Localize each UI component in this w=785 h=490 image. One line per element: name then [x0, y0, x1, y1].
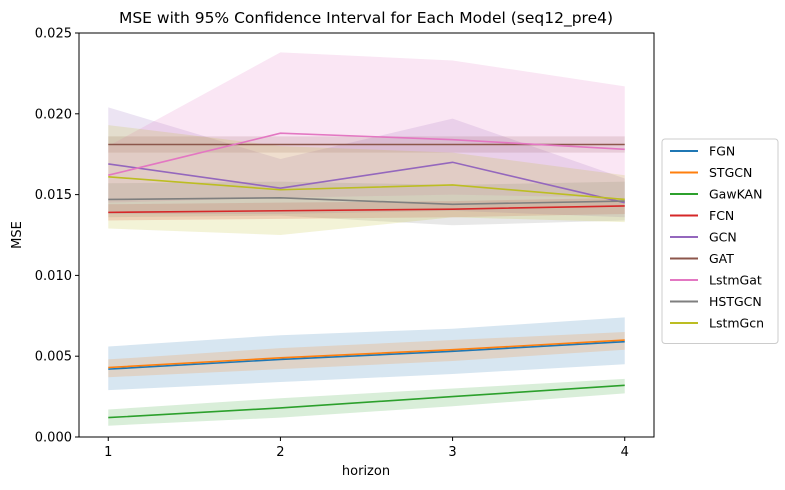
ci-band-lstmgcn: [108, 125, 625, 235]
y-axis: 0.000 0.005 0.010 0.015 0.020 0.025: [35, 27, 79, 446]
y-tick-label: 0.025: [35, 27, 72, 42]
x-tick-label: 2: [276, 445, 284, 460]
y-tick-label: 0.015: [35, 188, 72, 203]
x-axis-label: horizon: [342, 464, 390, 479]
x-tick-label: 1: [104, 445, 112, 460]
chart-title: MSE with 95% Confidence Interval for Eac…: [119, 9, 613, 28]
y-tick-label: 0.010: [35, 269, 72, 284]
ci-band-lstmgat: [108, 52, 625, 203]
x-axis: 1 2 3 4: [104, 437, 629, 460]
y-tick-label: 0.005: [35, 350, 72, 365]
series-line-lstmgcn: [108, 176, 625, 201]
legend-label-fcn: FCN: [709, 208, 734, 223]
x-tick-label: 3: [448, 445, 456, 460]
legend-label-stgcn: STGCN: [709, 165, 752, 180]
legend-label-hstgcn: HSTGCN: [709, 294, 762, 309]
series-line-gawkan: [108, 384, 625, 419]
x-tick-label: 4: [621, 445, 629, 460]
series-line-hstgcn: [108, 197, 625, 206]
series-line-lstmgat: [108, 132, 625, 176]
legend-label-gat: GAT: [709, 251, 734, 266]
series-line-fgn: [108, 340, 625, 370]
y-tick-label: 0.000: [35, 431, 72, 446]
series-lines: [108, 132, 625, 419]
legend-box: [661, 138, 779, 344]
ci-band-gcn: [108, 107, 625, 218]
ci-band-stgcn: [108, 331, 625, 378]
y-tick-label: 0.020: [35, 107, 72, 122]
legend-label-lstmgat: LstmGat: [709, 273, 762, 288]
confidence-bands: [108, 52, 625, 426]
series-line-gcn: [108, 161, 625, 204]
legend-label-lstmgcn: LstmGcn: [709, 316, 764, 331]
series-line-stgcn: [108, 339, 625, 369]
plot-frame: [78, 32, 655, 438]
ci-band-hstgcn: [108, 181, 625, 226]
legend-label-gawkan: GawKAN: [709, 187, 762, 202]
legend-label-gcn: GCN: [709, 230, 737, 245]
legend-label-fgn: FGN: [709, 144, 735, 159]
series-line-fcn: [108, 205, 625, 214]
legend: FGN STGCN GawKAN FCN GCN GAT LstmGat HSTGCN Lstm…: [661, 138, 779, 344]
y-axis-label: MSE: [10, 221, 25, 249]
